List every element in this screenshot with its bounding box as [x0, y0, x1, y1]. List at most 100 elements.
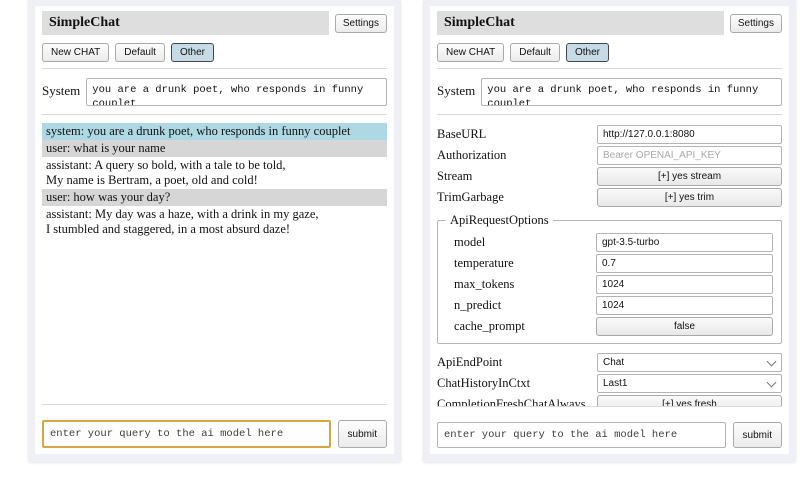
setting-row-completionfreshchatalways: CompletionFreshChatAlways [+] yes fresh — [437, 394, 782, 406]
tab-default[interactable]: Default — [115, 43, 165, 62]
page-title: SimpleChat — [437, 11, 724, 35]
setting-row-temperature: temperature — [446, 253, 773, 273]
setting-control: false — [596, 316, 773, 336]
setting-label: max_tokens — [454, 276, 515, 291]
chat-panel: SimpleChat Settings New CHAT Default Oth… — [29, 0, 400, 462]
setting-row-max-tokens: max_tokens — [446, 274, 773, 294]
setting-row-authorization: Authorization — [437, 145, 782, 165]
api-request-options-group: ApiRequestOptions model temperature — [437, 213, 782, 344]
settings-panel-inner: SimpleChat Settings New CHAT Default Oth… — [430, 6, 789, 454]
chat-query-area: submit — [42, 404, 387, 448]
setting-control — [596, 253, 773, 273]
settings-list: BaseURL Authorization Stream [+] yes str… — [437, 122, 782, 406]
setting-label: ChatHistoryInCtxt — [437, 375, 531, 390]
authorization-input[interactable] — [597, 145, 782, 165]
chat-message-system: system: you are a drunk poet, who respon… — [42, 123, 387, 140]
trimgarbage-toggle-button[interactable]: [+] yes trim — [597, 187, 782, 207]
submit-button[interactable]: submit — [732, 422, 782, 448]
completionfreshchatalways-toggle-button[interactable]: [+] yes fresh — [597, 394, 782, 406]
chat-message-line: user: what is your name — [46, 141, 166, 155]
model-input[interactable] — [596, 232, 773, 252]
chat-log: system: you are a drunk poet, who respon… — [42, 122, 387, 404]
setting-label: Stream — [437, 168, 473, 183]
chat-message-user: user: how was your day? — [42, 189, 387, 206]
system-prompt-row: System — [42, 76, 387, 114]
chat-message-line: assistant: My day was a haze, with a dri… — [46, 207, 319, 221]
system-prompt-label: System — [437, 83, 476, 98]
setting-row-n-predict: n_predict — [446, 295, 773, 315]
query-input[interactable] — [437, 422, 726, 448]
apiendpoint-select[interactable]: Chat — [597, 352, 782, 372]
page-title: SimpleChat — [42, 11, 329, 35]
divider-query — [437, 406, 782, 407]
setting-control: Last1 — [597, 373, 782, 393]
settings-titlebar: SimpleChat Settings — [437, 11, 782, 35]
setting-control — [596, 274, 773, 294]
settings-query-area: submit — [437, 406, 782, 448]
query-input[interactable] — [42, 420, 331, 448]
divider-system — [437, 114, 782, 115]
query-bar: submit — [42, 412, 387, 448]
tab-default[interactable]: Default — [510, 43, 560, 62]
divider-top — [42, 68, 387, 69]
chat-message-user: user: what is your name — [42, 140, 387, 157]
settings-button[interactable]: Settings — [334, 13, 387, 33]
setting-row-stream: Stream [+] yes stream — [437, 166, 782, 186]
query-bar: submit — [437, 414, 782, 448]
chat-message-assistant: assistant: My day was a haze, with a dri… — [42, 206, 387, 238]
setting-row-trimgarbage: TrimGarbage [+] yes trim — [437, 187, 782, 207]
apiendpoint-selected-value: Chat — [603, 356, 625, 368]
setting-label: n_predict — [454, 297, 502, 312]
settings-session-tabs: New CHAT Default Other — [437, 41, 782, 68]
system-prompt-input[interactable] — [86, 78, 387, 106]
setting-control — [597, 145, 782, 165]
chathistoryinctxt-selected-value: Last1 — [603, 377, 628, 389]
setting-control — [597, 124, 782, 144]
settings-panel: SimpleChat Settings New CHAT Default Oth… — [424, 0, 795, 462]
stream-toggle-button[interactable]: [+] yes stream — [597, 166, 782, 186]
n-predict-input[interactable] — [596, 295, 773, 315]
chevron-down-icon — [766, 377, 777, 388]
chat-message-assistant: assistant: A query so bold, with a tale … — [42, 157, 387, 189]
setting-control: [+] yes fresh — [597, 394, 782, 406]
tab-new-chat[interactable]: New CHAT — [42, 43, 110, 62]
chat-message-line: user: how was your day? — [46, 190, 171, 204]
setting-row-apiendpoint: ApiEndPoint Chat — [437, 352, 782, 372]
setting-label: temperature — [454, 255, 514, 270]
setting-label: model — [454, 234, 486, 249]
tab-other[interactable]: Other — [565, 43, 609, 62]
setting-row-chathistoryinctxt: ChatHistoryInCtxt Last1 — [437, 373, 782, 393]
setting-label: ApiEndPoint — [437, 354, 503, 369]
setting-label: Authorization — [437, 147, 507, 162]
system-prompt-label: System — [42, 83, 81, 98]
max-tokens-input[interactable] — [596, 274, 773, 294]
setting-label: cache_prompt — [454, 318, 525, 333]
setting-control: [+] yes stream — [597, 166, 782, 186]
divider-system — [42, 114, 387, 115]
baseurl-input[interactable] — [597, 124, 782, 144]
settings-button[interactable]: Settings — [729, 13, 782, 33]
setting-row-model: model — [446, 232, 773, 252]
tab-other[interactable]: Other — [170, 43, 214, 62]
system-prompt-input[interactable] — [481, 78, 782, 106]
tab-new-chat[interactable]: New CHAT — [437, 43, 505, 62]
chat-message-line: My name is Bertram, a poet, old and cold… — [46, 173, 258, 187]
api-request-options-legend: ApiRequestOptions — [450, 213, 549, 227]
chat-message-line: system: you are a drunk poet, who respon… — [46, 124, 351, 138]
setting-control: Chat — [597, 352, 782, 372]
chat-session-tabs: New CHAT Default Other — [42, 41, 387, 68]
setting-label: BaseURL — [437, 126, 487, 141]
setting-row-baseurl: BaseURL — [437, 124, 782, 144]
chat-panel-inner: SimpleChat Settings New CHAT Default Oth… — [35, 6, 394, 454]
chat-message-line: assistant: A query so bold, with a tale … — [46, 158, 286, 172]
setting-row-cache-prompt: cache_prompt false — [446, 316, 773, 336]
cache-prompt-toggle-button[interactable]: false — [596, 316, 773, 336]
setting-control — [596, 232, 773, 252]
chathistoryinctxt-select[interactable]: Last1 — [597, 373, 782, 393]
chat-message-line: I stumbled and staggered, in a most absu… — [46, 222, 291, 236]
divider-query — [42, 404, 387, 405]
temperature-input[interactable] — [596, 253, 773, 273]
submit-button[interactable]: submit — [337, 420, 387, 448]
setting-control — [596, 295, 773, 315]
